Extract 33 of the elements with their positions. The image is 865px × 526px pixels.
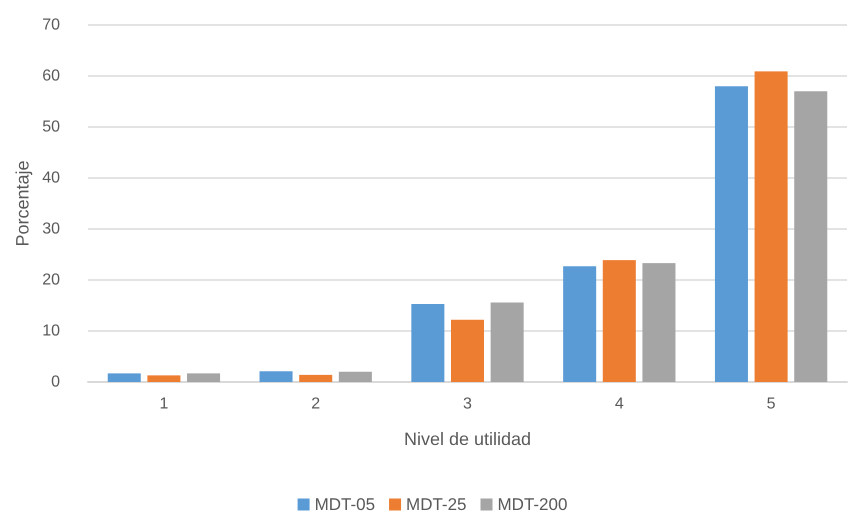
- y-tick-label: 0: [51, 374, 60, 390]
- x-tick-label: 5: [766, 396, 776, 412]
- y-tick-label: 40: [42, 170, 60, 186]
- x-tick-label: 3: [463, 396, 472, 412]
- y-tick-label: 70: [42, 16, 60, 34]
- y-tick-label: 20: [42, 272, 60, 288]
- bar: [450, 320, 484, 382]
- bar: [563, 266, 596, 382]
- legend-label: MDT-05: [314, 495, 376, 514]
- y-tick-label: 50: [42, 118, 60, 136]
- bar: [411, 304, 444, 382]
- bar: [260, 371, 293, 382]
- bar: [108, 373, 141, 382]
- bar: [147, 375, 180, 382]
- bar: [714, 86, 748, 382]
- y-tick-label: 10: [42, 322, 60, 340]
- x-tick-label: 1: [159, 396, 168, 412]
- y-tick-label: 30: [42, 220, 60, 238]
- bar: [187, 373, 220, 382]
- x-tick-label: 2: [311, 396, 320, 412]
- y-axis-title: Porcentaje: [12, 160, 32, 247]
- x-axis-title: Nivel de utilidad: [404, 429, 532, 449]
- bar: [794, 91, 828, 382]
- y-tick-label: 60: [42, 68, 60, 84]
- bar: [338, 372, 372, 382]
- bar: [490, 302, 524, 382]
- bar: [754, 71, 788, 382]
- x-tick-label: 4: [614, 396, 624, 412]
- bar: [642, 263, 676, 382]
- legend-label: MDT-200: [498, 495, 568, 514]
- bar: [299, 374, 332, 382]
- legend-label: MDT-25: [406, 495, 467, 514]
- bar: [602, 260, 636, 382]
